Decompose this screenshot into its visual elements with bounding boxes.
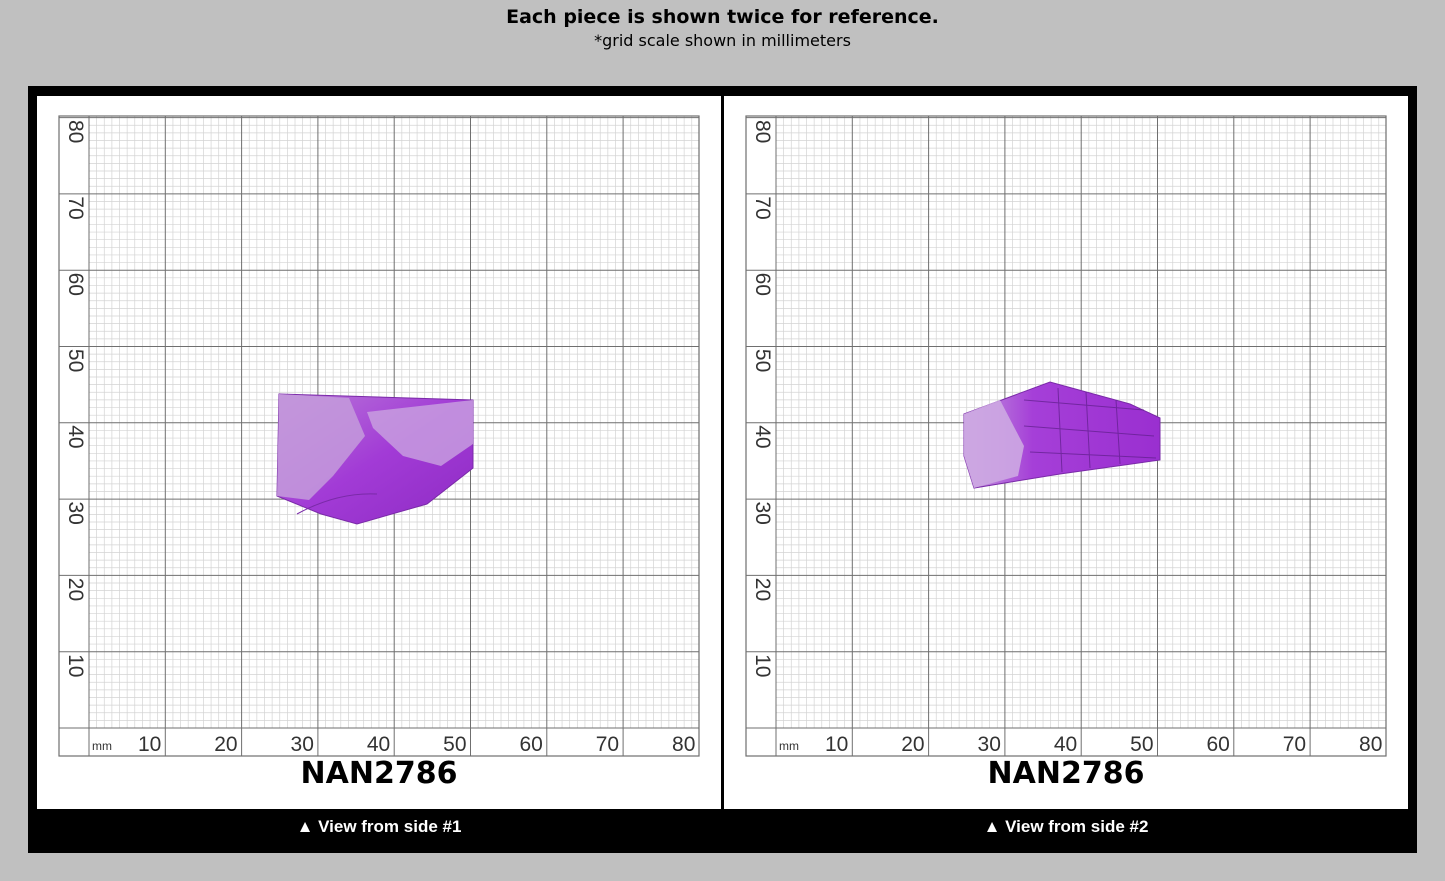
unit-label: mm: [92, 739, 112, 753]
x-tick-label: 40: [1054, 733, 1077, 756]
stone-photo: [963, 381, 1161, 489]
y-tick-label: 20: [751, 578, 774, 601]
y-tick-label: 30: [64, 502, 87, 525]
x-tick-label: 40: [367, 733, 390, 756]
x-tick-label: 60: [519, 733, 542, 756]
x-tick-label: 20: [901, 733, 924, 756]
y-tick-label: 70: [64, 196, 87, 219]
y-tick-label: 30: [751, 502, 774, 525]
y-tick-label: 80: [64, 120, 87, 143]
x-tick-label: 30: [291, 733, 314, 756]
x-tick-label: 30: [978, 733, 1001, 756]
header-title: Each piece is shown twice for reference.: [506, 6, 939, 28]
stone-frosted-facet: [964, 400, 1024, 488]
stone-photo: [276, 393, 474, 525]
stone-frosted-facet: [277, 394, 365, 500]
panel-side-2: 10 20 30 40 50 60 70 80 mm 80 70 60 50 40 30 20 10 NAN: [724, 96, 1408, 809]
piece-code: NAN2786: [987, 756, 1145, 791]
x-tick-label: 80: [672, 733, 695, 756]
stone-frosted-facet: [367, 400, 473, 466]
x-tick-label: 20: [214, 733, 237, 756]
y-tick-label: 80: [751, 120, 774, 143]
panel-side-1: 10 20 30 40 50 60 70 80 mm 80 70 60 50 40 30 20 10 NAN27…: [37, 96, 721, 809]
y-tick-label: 20: [64, 578, 87, 601]
x-tick-label: 10: [825, 733, 848, 756]
x-tick-label: 70: [1283, 733, 1306, 756]
y-tick-label: 70: [751, 196, 774, 219]
y-tick-label: 50: [64, 349, 87, 372]
x-tick-label: 70: [596, 733, 619, 756]
unit-label: mm: [779, 739, 799, 753]
y-tick-label: 10: [751, 654, 774, 677]
y-tick-label: 60: [751, 273, 774, 296]
x-tick-label: 60: [1206, 733, 1229, 756]
header-subtitle: *grid scale shown in millimeters: [594, 31, 851, 50]
piece-code: NAN2786: [300, 756, 458, 791]
grid-scale: 10 20 30 40 50 60 70 80 mm 80 70 60 50 40 30 20 10: [58, 115, 700, 757]
y-tick-label: 40: [751, 425, 774, 448]
x-tick-label: 10: [138, 733, 161, 756]
y-tick-label: 60: [64, 273, 87, 296]
y-tick-label: 50: [751, 349, 774, 372]
x-tick-label: 50: [1130, 733, 1153, 756]
stone-edge-line: [296, 493, 378, 515]
grid-scale: 10 20 30 40 50 60 70 80 mm 80 70 60 50 40 30 20 10: [745, 115, 1387, 757]
caption-side-2: ▲ View from side #2: [983, 817, 1149, 836]
caption-side-1: ▲ View from side #1: [296, 817, 462, 836]
stone-grid-reflection: [1023, 387, 1157, 473]
y-tick-label: 40: [64, 425, 87, 448]
x-tick-label: 80: [1359, 733, 1382, 756]
page-header: Each piece is shown twice for reference.…: [0, 4, 1445, 52]
x-tick-label: 50: [443, 733, 466, 756]
y-tick-label: 10: [64, 654, 87, 677]
